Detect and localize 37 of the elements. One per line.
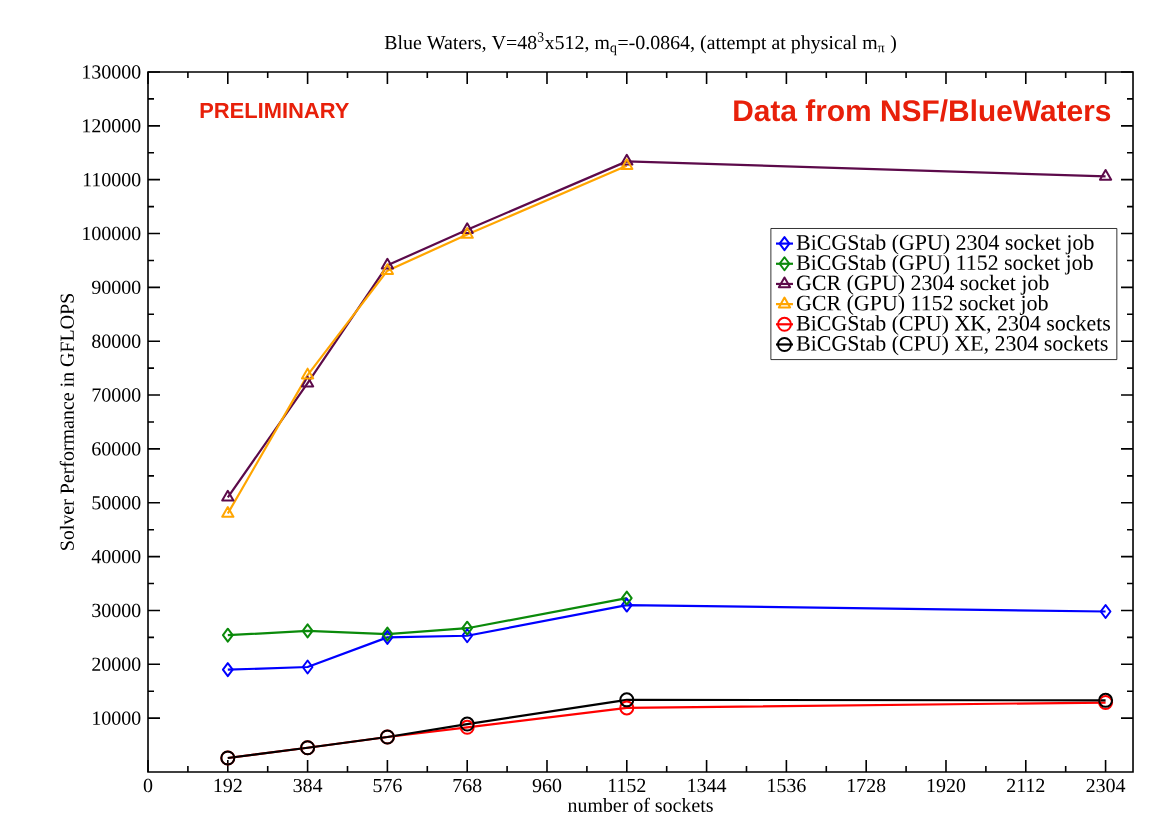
annotation: PRELIMINARY	[200, 102, 349, 119]
x-tick-label: 1728	[848, 778, 886, 793]
legend-label: BiCGStab (GPU) 1152 socket job	[796, 254, 1093, 275]
x-tick-label: 1920	[927, 778, 966, 793]
x-tick-label: 192	[214, 778, 242, 793]
y-tick-label: 10000	[93, 711, 141, 725]
legend-label: GCR (GPU) 1152 socket job	[796, 295, 1048, 315]
legend-label: BiCGStab (GPU) 2304 socket job	[796, 234, 1094, 255]
legend-label: BiCGStab (CPU) XE, 2304 sockets	[796, 335, 1108, 356]
x-tick-label: 1152	[608, 778, 646, 793]
y-tick-label: 60000	[92, 442, 141, 456]
x-tick-label: 1536	[768, 778, 806, 793]
chart-title: Blue Waters, V=48$^{3}$x512, m$_{q}$=-0.0864, (attempt at physical m$_{π}$ )	[384, 32, 896, 56]
x-tick-label: 576	[373, 778, 402, 793]
x-tick-label: 2304	[1086, 778, 1126, 793]
y-tick-label: 80000	[92, 334, 141, 348]
y-tick-label: 70000	[92, 388, 141, 402]
y-axis-title: Solver Performance in GFLOPS	[59, 294, 74, 550]
y-tick-label: 110000	[83, 172, 141, 187]
x-tick-label: 2112	[1007, 778, 1045, 793]
annotation: Data from NSF/BlueWaters	[734, 99, 1111, 122]
x-tick-label: 1344	[688, 778, 727, 793]
x-tick-label: 384	[293, 778, 323, 793]
y-tick-label: 20000	[92, 657, 141, 672]
legend-label: BiCGStab (CPU) XK, 2304 sockets	[796, 315, 1111, 336]
x-tick-label: 0	[143, 778, 153, 793]
y-tick-label: 120000	[83, 119, 141, 133]
y-tick-label: 40000	[91, 549, 141, 564]
y-tick-label: 130000	[83, 65, 141, 79]
y-tick-label: 30000	[92, 603, 141, 618]
x-tick-label: 768	[453, 778, 482, 793]
x-tick-label: 960	[532, 778, 562, 793]
y-tick-label: 50000	[92, 496, 141, 510]
y-tick-label: 90000	[91, 280, 141, 295]
y-tick-label: 100000	[83, 226, 141, 241]
legend-label: GCR (GPU) 2304 socket job	[796, 274, 1049, 295]
x-axis-title: number of sockets	[567, 797, 713, 812]
